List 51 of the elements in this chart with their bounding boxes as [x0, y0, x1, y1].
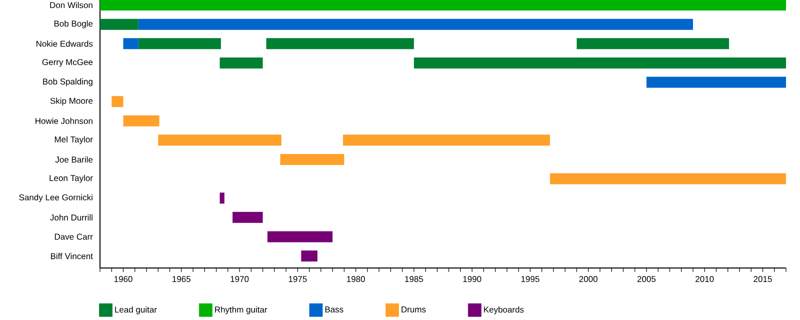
x-tick-label: 2010: [696, 276, 714, 282]
y-tick-label: Biff Vincent: [50, 252, 93, 260]
bar: [266, 38, 414, 50]
bar: [550, 173, 786, 184]
y-tick-label: Bob Bogle: [54, 20, 93, 28]
bar: [158, 134, 282, 146]
bar: [100, 18, 138, 30]
bar: [232, 212, 263, 223]
y-tick-label: Nokie Edwards: [36, 40, 93, 47]
bar: [280, 154, 344, 165]
bar: [123, 115, 160, 126]
bar: [576, 38, 730, 50]
bar: [301, 250, 318, 262]
x-tick-label: 1975: [288, 276, 307, 282]
y-tick-label: Howie Johnson: [36, 118, 92, 124]
y-tick-label: Dave Carr: [54, 234, 93, 240]
x-tick-label: 1970: [230, 276, 249, 282]
y-tick-label: Bob Spalding: [43, 78, 92, 86]
bar: [123, 38, 138, 50]
bar: [220, 57, 263, 68]
y-tick-label: Leon Taylor: [50, 174, 93, 183]
x-tick-label: 1960: [114, 276, 132, 282]
x-tick-label: 1980: [346, 276, 365, 282]
bar: [267, 231, 333, 242]
bar: [343, 134, 550, 146]
x-tick-label: 2015: [754, 276, 772, 282]
y-tick-label: Sandy Lee Gornicki: [19, 194, 92, 202]
y-tick-label: Mel Taylor: [54, 136, 93, 144]
x-tick-label: 2000: [579, 276, 598, 282]
x-tick-label: 1965: [172, 276, 190, 282]
legend-label: Bass: [325, 306, 344, 312]
bar: [100, 0, 786, 11]
x-tick-label: 1995: [521, 276, 540, 282]
y-tick-label: Joe Barile: [55, 156, 93, 163]
bar: [138, 18, 693, 30]
y-tick-label: Don Wilson: [50, 2, 92, 8]
x-tick-label: 2005: [637, 276, 656, 282]
bar: [112, 96, 124, 108]
bar: [220, 192, 224, 204]
x-tick-label: 1990: [463, 276, 482, 282]
legend-label: Keyboards: [484, 306, 524, 314]
legend-label: Rhythm guitar: [215, 306, 268, 314]
y-tick-label: John Durrill: [50, 214, 92, 221]
legend-label: Lead guitar: [115, 306, 157, 314]
y-tick-label: Gerry McGee: [42, 59, 93, 67]
bar: [646, 76, 786, 88]
legend-label: Drums: [402, 306, 426, 312]
x-tick-label: 1985: [405, 276, 424, 282]
y-tick-label: Skip Moore: [50, 98, 93, 106]
bar: [138, 38, 221, 50]
bar: [414, 57, 786, 68]
